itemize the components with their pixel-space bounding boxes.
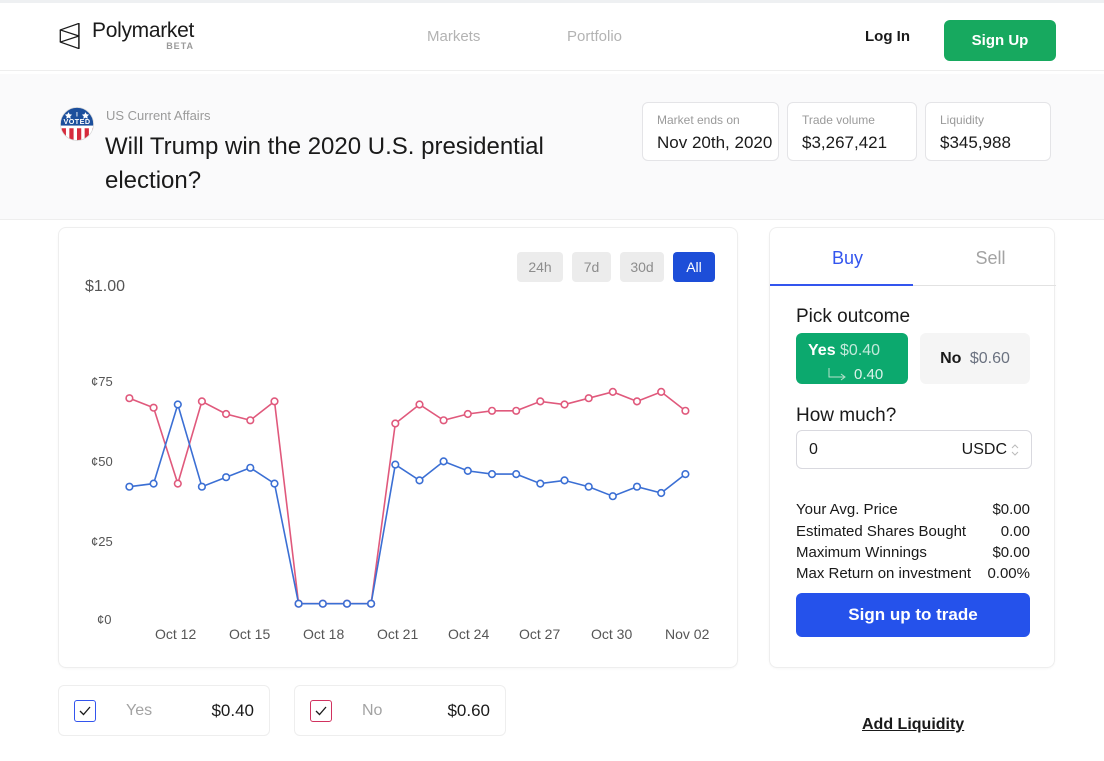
svg-text:VOTED: VOTED: [64, 117, 91, 126]
